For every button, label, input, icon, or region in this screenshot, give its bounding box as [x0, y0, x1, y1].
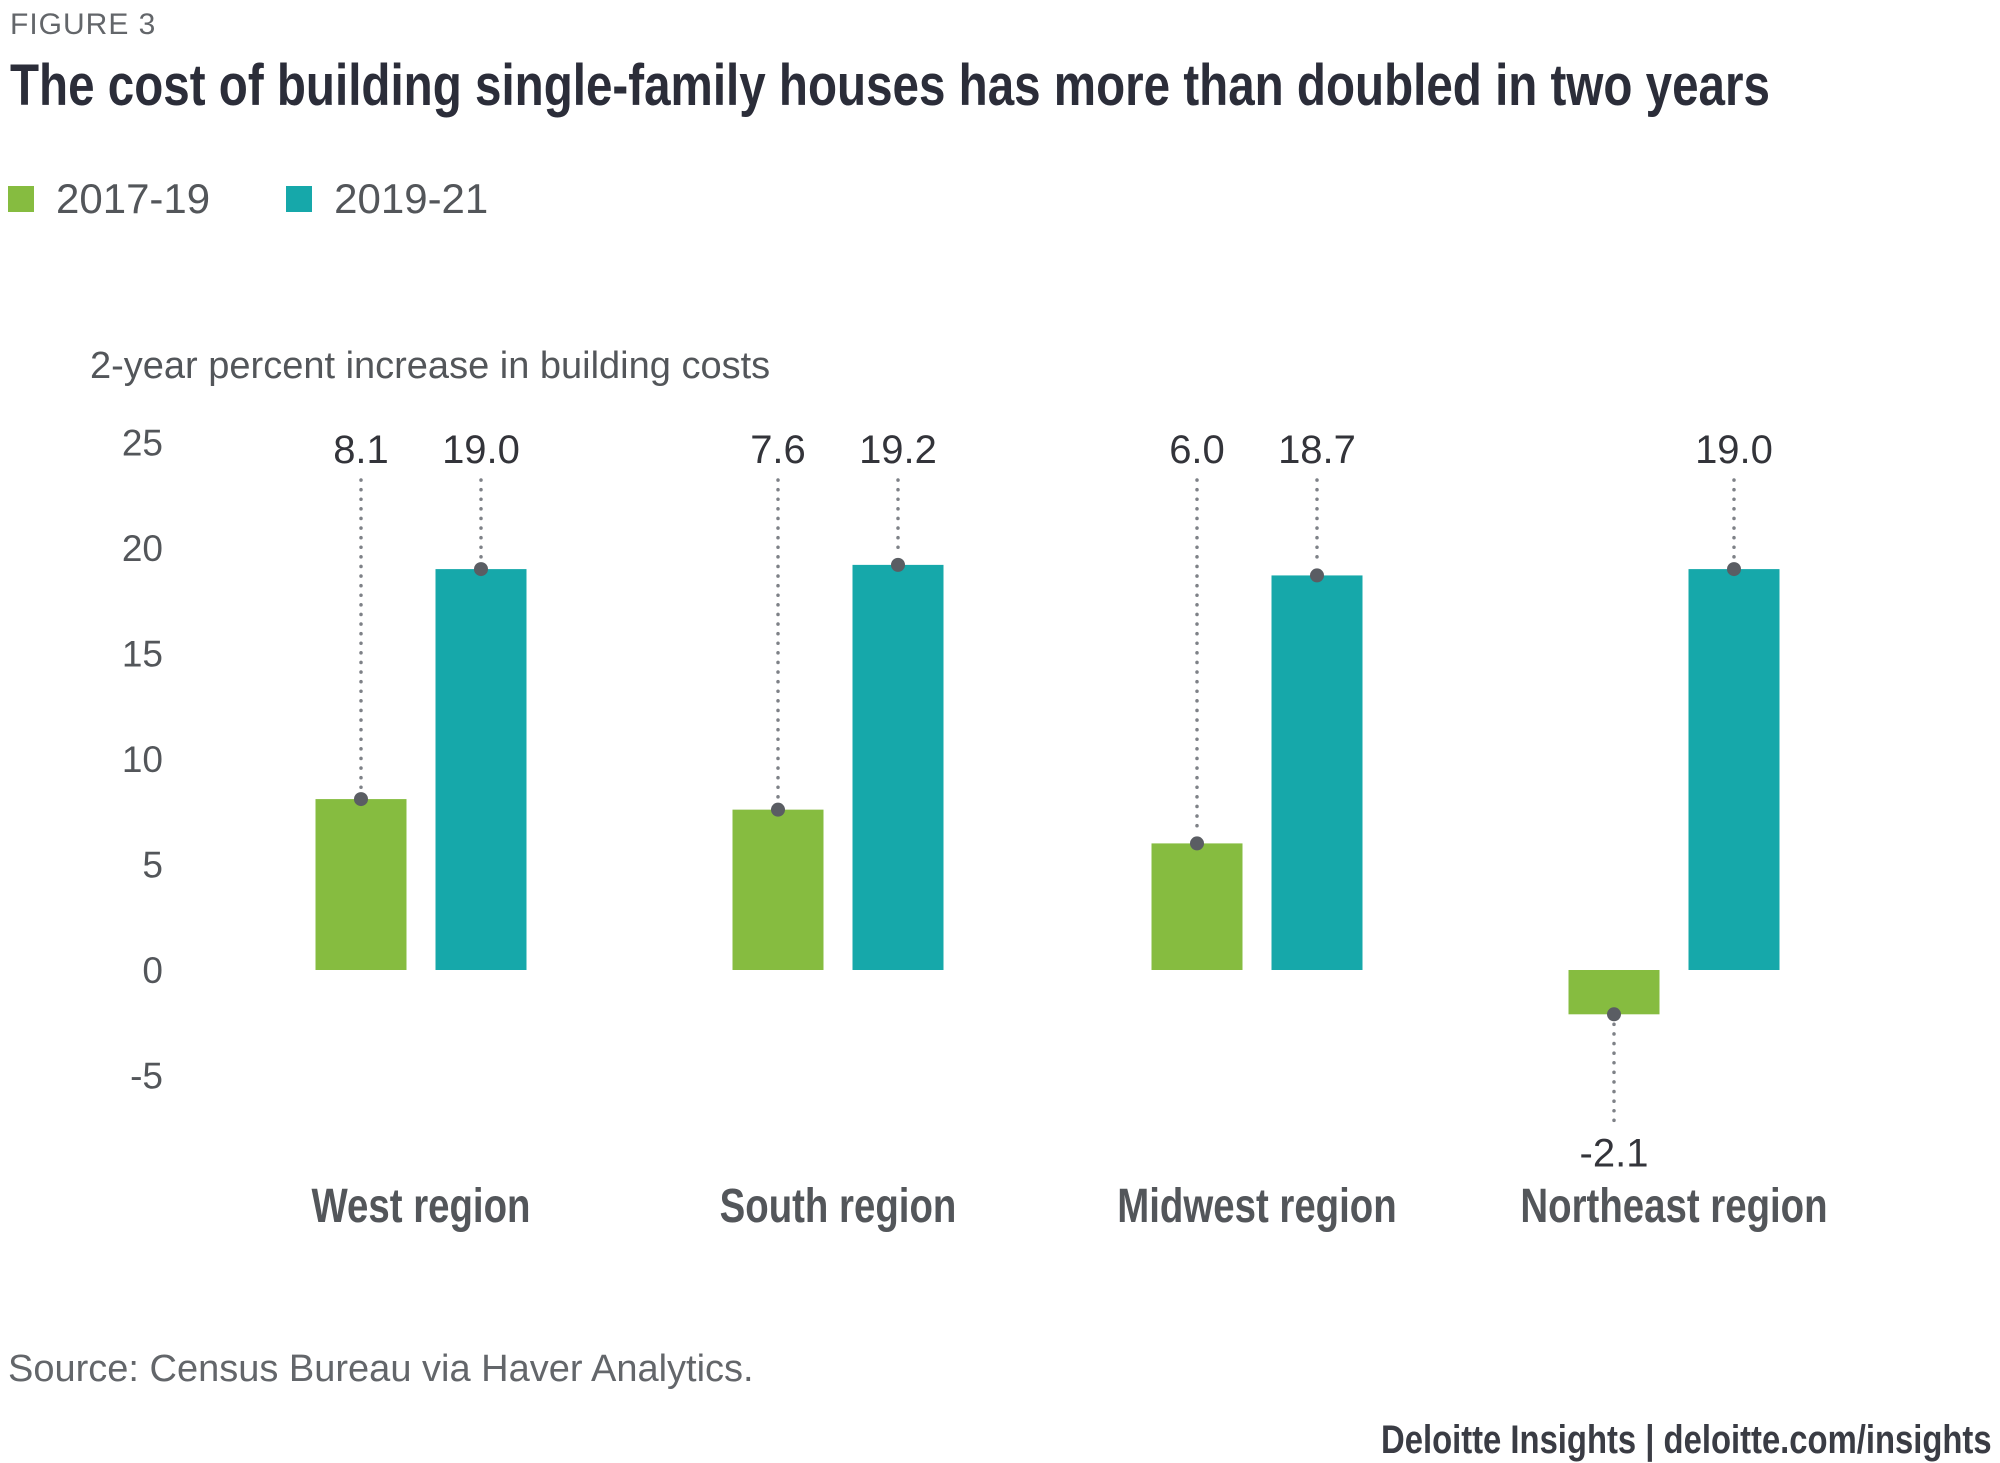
bar-2017-19-west [315, 799, 407, 970]
y-tick-label: 5 [142, 845, 163, 886]
bar-2019-21-south [852, 564, 944, 970]
chart-title: The cost of building single-family house… [10, 53, 1770, 118]
x-category-label: Midwest region [1117, 1180, 1396, 1233]
x-category-label: West region [312, 1180, 531, 1233]
value-label: 18.7 [1278, 428, 1356, 472]
bar-2019-21-midwest [1271, 575, 1363, 970]
bar-2017-19-northeast [1568, 970, 1660, 1015]
y-tick-label: 25 [122, 423, 163, 464]
marker-dot [1727, 562, 1741, 577]
value-label: 19.0 [1695, 428, 1773, 472]
legend-item-2017-19: 2017-19 [8, 178, 210, 220]
legend-label-2019-21: 2019-21 [334, 175, 489, 222]
bar-2019-21-northeast [1688, 569, 1780, 970]
y-tick-label: 15 [122, 634, 163, 675]
marker-dot [1190, 836, 1204, 851]
marker-dot [1310, 568, 1324, 583]
value-label: 8.1 [333, 428, 389, 472]
value-label: -2.1 [1580, 1131, 1649, 1175]
marker-dot [771, 802, 785, 817]
y-tick-label: 0 [142, 950, 163, 991]
legend: 2017-19 2019-21 [8, 178, 488, 220]
y-tick-label: -5 [130, 1056, 163, 1097]
branding-footer: Deloitte Insights | deloitte.com/insight… [1381, 1418, 1992, 1462]
x-category-label: South region [720, 1180, 957, 1233]
value-label: 7.6 [750, 428, 806, 472]
y-tick-label: 10 [122, 739, 163, 780]
value-label: 6.0 [1169, 428, 1225, 472]
y-tick-label: 20 [122, 528, 163, 569]
marker-dot [474, 562, 488, 577]
bar-2017-19-midwest [1151, 843, 1243, 970]
marker-dot [354, 792, 368, 807]
figure-label: FIGURE 3 [10, 8, 157, 41]
legend-item-2019-21: 2019-21 [286, 178, 488, 220]
bar-2019-21-west [435, 569, 527, 970]
marker-dot [891, 557, 905, 572]
marker-dot [1607, 1007, 1621, 1022]
y-axis-title: 2-year percent increase in building cost… [90, 345, 771, 387]
source-note: Source: Census Bureau via Haver Analytic… [8, 1348, 754, 1390]
x-category-label: Northeast region [1520, 1180, 1827, 1233]
legend-swatch-2017-19 [8, 186, 34, 212]
legend-swatch-2019-21 [286, 186, 313, 212]
bar-2017-19-south [732, 809, 824, 970]
value-label: 19.2 [859, 428, 937, 472]
value-label: 19.0 [442, 428, 520, 472]
legend-label-2017-19: 2017-19 [56, 175, 211, 222]
